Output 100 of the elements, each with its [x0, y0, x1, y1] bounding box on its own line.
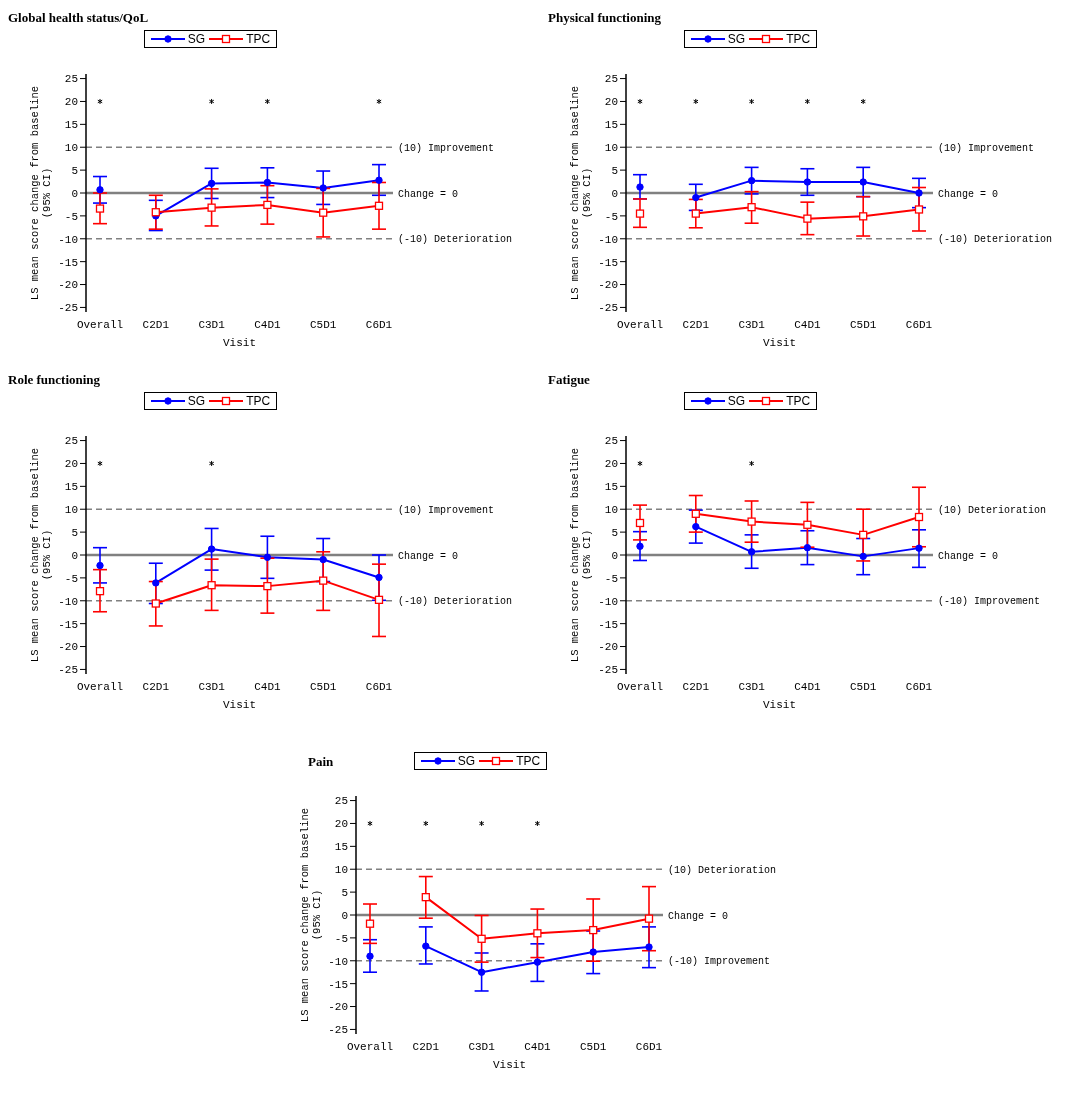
point — [478, 820, 485, 827]
y-tick-label: -5 — [64, 572, 78, 585]
point — [374, 201, 384, 210]
y-tick-label: -10 — [598, 595, 618, 608]
y-tick-label: 0 — [71, 187, 78, 200]
x-tick-label: C5D1 — [310, 318, 337, 331]
point — [95, 204, 105, 213]
ref-line-label: Change = 0 — [398, 188, 459, 200]
chart-title: Physical functioning — [548, 10, 662, 26]
y-tick-label: -15 — [58, 256, 78, 269]
legend-label: SG — [187, 394, 206, 408]
x-tick-label: C4D1 — [254, 680, 281, 693]
y-tick-label: 0 — [341, 909, 348, 922]
y-tick-label: 10 — [604, 504, 618, 517]
x-tick-label: C2D1 — [682, 318, 710, 331]
point — [803, 543, 812, 552]
y-tick-label: 5 — [611, 527, 618, 540]
x-tick-label: C2D1 — [142, 318, 170, 331]
y-tick-label: 25 — [64, 73, 78, 86]
x-tick-label: C3D1 — [738, 680, 766, 693]
point — [208, 98, 215, 105]
point — [319, 208, 328, 217]
y-tick-label: -25 — [58, 302, 78, 315]
ref-line-label: (10) Improvement — [398, 504, 495, 516]
point — [319, 555, 327, 564]
x-tick-label: C6D1 — [905, 318, 933, 331]
point — [859, 530, 868, 540]
x-tick-label: C5D1 — [580, 1040, 607, 1053]
x-tick-label: Overall — [346, 1040, 394, 1053]
point — [263, 178, 272, 187]
point — [748, 98, 755, 105]
legend-label: SG — [727, 394, 746, 408]
x-tick-label: C6D1 — [365, 318, 393, 331]
point — [365, 919, 375, 928]
chart-title: Pain — [308, 754, 334, 770]
y-tick-label: -15 — [328, 978, 348, 991]
x-axis-title: Visit — [222, 699, 257, 711]
point — [645, 943, 653, 951]
x-tick-label: C2D1 — [412, 1040, 440, 1053]
point — [644, 914, 654, 923]
point — [263, 581, 272, 591]
x-tick-label: C5D1 — [310, 680, 337, 693]
y-tick-label: 5 — [611, 165, 618, 178]
x-tick-label: C2D1 — [682, 680, 710, 693]
x-tick-label: C6D1 — [635, 1040, 663, 1053]
y-tick-label: 10 — [334, 864, 348, 877]
point — [860, 98, 866, 105]
point — [152, 579, 160, 587]
y-tick-label: 5 — [341, 887, 348, 900]
y-tick-label: -5 — [334, 932, 348, 945]
y-tick-label: 0 — [71, 549, 78, 562]
point — [637, 98, 643, 105]
point — [319, 184, 327, 192]
x-tick-label: C3D1 — [198, 318, 226, 331]
y-axis-title: LS mean score change from baseline (95% CI) — [29, 85, 53, 301]
y-tick-label: -20 — [328, 1001, 348, 1014]
point — [367, 820, 373, 827]
point — [635, 209, 645, 218]
y-tick-label: -20 — [58, 279, 78, 292]
x-tick-label: C4D1 — [254, 318, 281, 331]
ref-line-label: (10) Deterioration — [668, 864, 777, 876]
point — [803, 178, 812, 186]
point — [264, 98, 271, 105]
point — [693, 98, 699, 105]
point — [804, 98, 811, 105]
y-tick-label: -5 — [604, 210, 618, 223]
ref-line-label: (-10) Deterioration — [398, 596, 513, 608]
point — [637, 460, 643, 467]
ref-line-label: (-10) Improvement — [938, 596, 1041, 608]
y-tick-label: -5 — [64, 210, 78, 223]
ref-line-label: (10) Deterioration — [938, 504, 1047, 516]
ref-line-label: (10) Improvement — [398, 142, 495, 154]
x-tick-label: C6D1 — [905, 680, 933, 693]
y-tick-label: -20 — [598, 279, 618, 292]
y-tick-label: 20 — [64, 96, 78, 109]
y-tick-label: -5 — [604, 572, 618, 585]
point — [803, 214, 812, 223]
point — [95, 587, 105, 596]
point — [589, 925, 598, 935]
x-axis-title: Visit — [492, 1059, 527, 1071]
y-axis-title: LS mean score change from baseline (95% CI) — [569, 85, 593, 301]
point — [96, 561, 104, 570]
point — [97, 98, 103, 105]
y-tick-label: -25 — [328, 1024, 348, 1037]
ref-line-label: Change = 0 — [938, 188, 999, 200]
chart-title: Global health status/QoL — [8, 10, 149, 26]
y-tick-label: 10 — [604, 142, 618, 155]
chart-title: Fatigue — [548, 372, 590, 388]
point — [263, 200, 272, 210]
point — [635, 518, 645, 528]
x-tick-label: Overall — [76, 680, 124, 693]
point — [375, 176, 383, 184]
y-tick-label: -15 — [58, 618, 78, 631]
y-tick-label: 15 — [64, 481, 78, 494]
x-axis-title: Visit — [222, 337, 257, 349]
y-tick-label: -20 — [598, 641, 618, 654]
point — [803, 520, 812, 529]
point — [477, 934, 486, 943]
y-tick-label: 15 — [604, 119, 618, 132]
y-tick-label: -10 — [598, 233, 618, 246]
